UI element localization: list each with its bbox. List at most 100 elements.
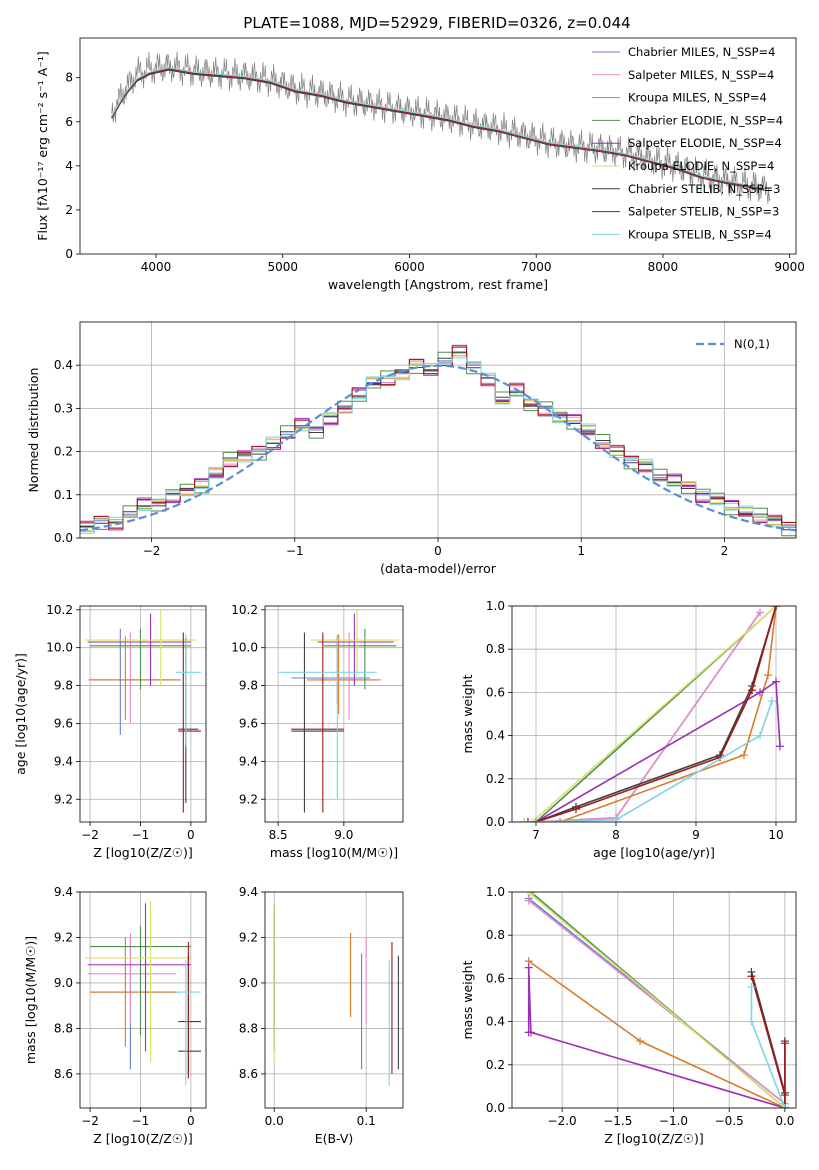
y-tick-label: 0.4 (486, 1015, 505, 1029)
x-tick-label: 9 (692, 828, 700, 842)
age-mass-weight-marker-8 (612, 815, 620, 822)
age-vs-metallicity-plot (85, 609, 201, 813)
metallicity-mass-weight-marker-1 (524, 896, 533, 905)
metallicity-mass-weight-curve-5 (530, 893, 786, 1108)
age-vs-mass-frame (264, 605, 404, 823)
x-tick-label: 0 (187, 1114, 195, 1128)
histogram-step-8 (80, 357, 796, 534)
metallicity-mass-weight-curve-4 (527, 967, 786, 1108)
age-mass-weight-marker-1 (756, 608, 764, 617)
y-tick-label: 9.4 (239, 885, 258, 899)
y-tick-label: 2 (65, 203, 73, 217)
y-tick-label: 10.2 (231, 603, 258, 617)
x-tick-label: 0.0 (775, 1114, 794, 1128)
legend-entry-4: Salpeter ELODIE, N_SSP=4 (628, 136, 782, 150)
y-tick-label: 0.6 (486, 971, 505, 985)
x-tick-label: 0 (187, 828, 195, 842)
age-mass-weight-marker-4 (772, 677, 780, 686)
x-axis-label: Z [log10(Z/Z☉)] (604, 1131, 704, 1146)
legend-normal-label: N(0,1) (734, 337, 770, 351)
y-tick-label: 0.2 (486, 772, 505, 786)
age-mass-weight-marker-7 (572, 805, 580, 814)
y-tick-label: 9.8 (54, 679, 73, 693)
x-tick-label: 10 (768, 828, 783, 842)
age-mass-weight-marker-5 (528, 818, 536, 822)
age-mass-weight-marker-4 (524, 818, 532, 822)
metallicity-mass-weight-curve-7 (750, 975, 786, 1108)
y-tick-label: 8.8 (239, 1021, 258, 1035)
x-tick-label: 0.0 (265, 1114, 284, 1128)
metallicity-mass-weight-marker-8 (780, 1104, 789, 1108)
legend-entry-2: Kroupa MILES, N_SSP=4 (628, 91, 767, 105)
y-tick-label: 0.4 (486, 729, 505, 743)
metallicity-mass-weight-marker-4 (524, 963, 533, 972)
age-vs-metallicity-frame (79, 605, 207, 823)
y-tick-label: 0.6 (486, 685, 505, 699)
y-tick-label: 0.2 (54, 445, 73, 459)
x-tick-label: −1 (132, 828, 150, 842)
x-tick-label: 1 (577, 544, 585, 558)
x-tick-label: −2 (81, 1114, 99, 1128)
y-tick-label: 0.0 (54, 531, 73, 545)
age-mass-weight-marker-7 (748, 686, 756, 695)
x-tick-label: 8 (612, 828, 620, 842)
spectrum-plot (111, 51, 771, 205)
y-tick-label: 10.0 (231, 641, 258, 655)
y-tick-label: 0.2 (486, 1058, 505, 1072)
residual-frame (79, 321, 797, 539)
residual-plot (80, 344, 796, 537)
x-tick-label: −1.0 (659, 1114, 688, 1128)
x-tick-label: 8.5 (269, 828, 288, 842)
age-mass-weight-marker-5 (520, 818, 528, 822)
mass-vs-reddening-plot (273, 901, 399, 1086)
metallicity-mass-weight-marker-7 (780, 1039, 789, 1048)
y-tick-label: 9.6 (54, 716, 73, 730)
y-axis-label: mass weight (460, 960, 475, 1039)
x-tick-label: 7 (532, 828, 540, 842)
y-tick-label: 9.4 (54, 885, 73, 899)
y-tick-label: 10.2 (46, 603, 73, 617)
x-axis-label: (data-model)/error (380, 561, 497, 576)
y-tick-label: 8 (65, 71, 73, 85)
x-tick-label: 0 (434, 544, 442, 558)
age-mass-weight-plot (520, 606, 784, 822)
x-tick-label: 9000 (774, 260, 805, 274)
y-axis-label: mass weight (460, 674, 475, 753)
y-axis-label: Flux [fλ10⁻¹⁷ erg cm⁻² s⁻¹ A⁻¹] (35, 51, 50, 240)
metallicity-mass-weight-marker-8 (747, 1017, 756, 1026)
y-tick-label: 6 (65, 115, 73, 129)
age-vs-mass-grid (265, 606, 403, 822)
age-mass-weight-marker-2 (740, 751, 748, 760)
y-tick-label: 1.0 (486, 885, 505, 899)
y-tick-label: 0.8 (486, 642, 505, 656)
model-line-8 (111, 67, 765, 189)
normal-reference-curve (80, 364, 796, 532)
x-tick-label: −1 (286, 544, 304, 558)
age-mass-weight-frame (511, 605, 797, 823)
x-axis-label: Z [log10(Z/Z☉)] (93, 845, 193, 860)
y-tick-label: 0.3 (54, 401, 73, 415)
metallicity-mass-weight-marker-5 (526, 892, 535, 899)
histogram-step-6 (80, 351, 796, 531)
legend-entry-1: Salpeter MILES, N_SSP=4 (628, 68, 774, 82)
model-line-7 (111, 68, 765, 190)
y-tick-label: 0.4 (54, 358, 73, 372)
x-tick-label: −1.5 (603, 1114, 632, 1128)
x-tick-label: 7000 (521, 260, 552, 274)
x-tick-label: 0.1 (357, 1114, 376, 1128)
age-mass-weight-marker-8 (756, 731, 764, 740)
age-vs-mass-plot (278, 609, 400, 813)
age-vs-metallicity-grid (80, 606, 206, 822)
y-tick-label: 9.2 (54, 930, 73, 944)
y-tick-label: 0.1 (54, 488, 73, 502)
y-tick-label: 9.8 (239, 679, 258, 693)
histogram-step-7 (80, 346, 796, 529)
age-mass-weight-marker-7 (772, 606, 780, 610)
x-axis-label: Z [log10(Z/Z☉)] (93, 1131, 193, 1146)
y-tick-label: 10.0 (46, 641, 73, 655)
x-tick-label: 8000 (648, 260, 679, 274)
y-tick-label: 4 (65, 159, 73, 173)
metallicity-mass-weight-marker-8 (747, 983, 756, 992)
age-mass-weight-marker-4 (776, 742, 784, 751)
